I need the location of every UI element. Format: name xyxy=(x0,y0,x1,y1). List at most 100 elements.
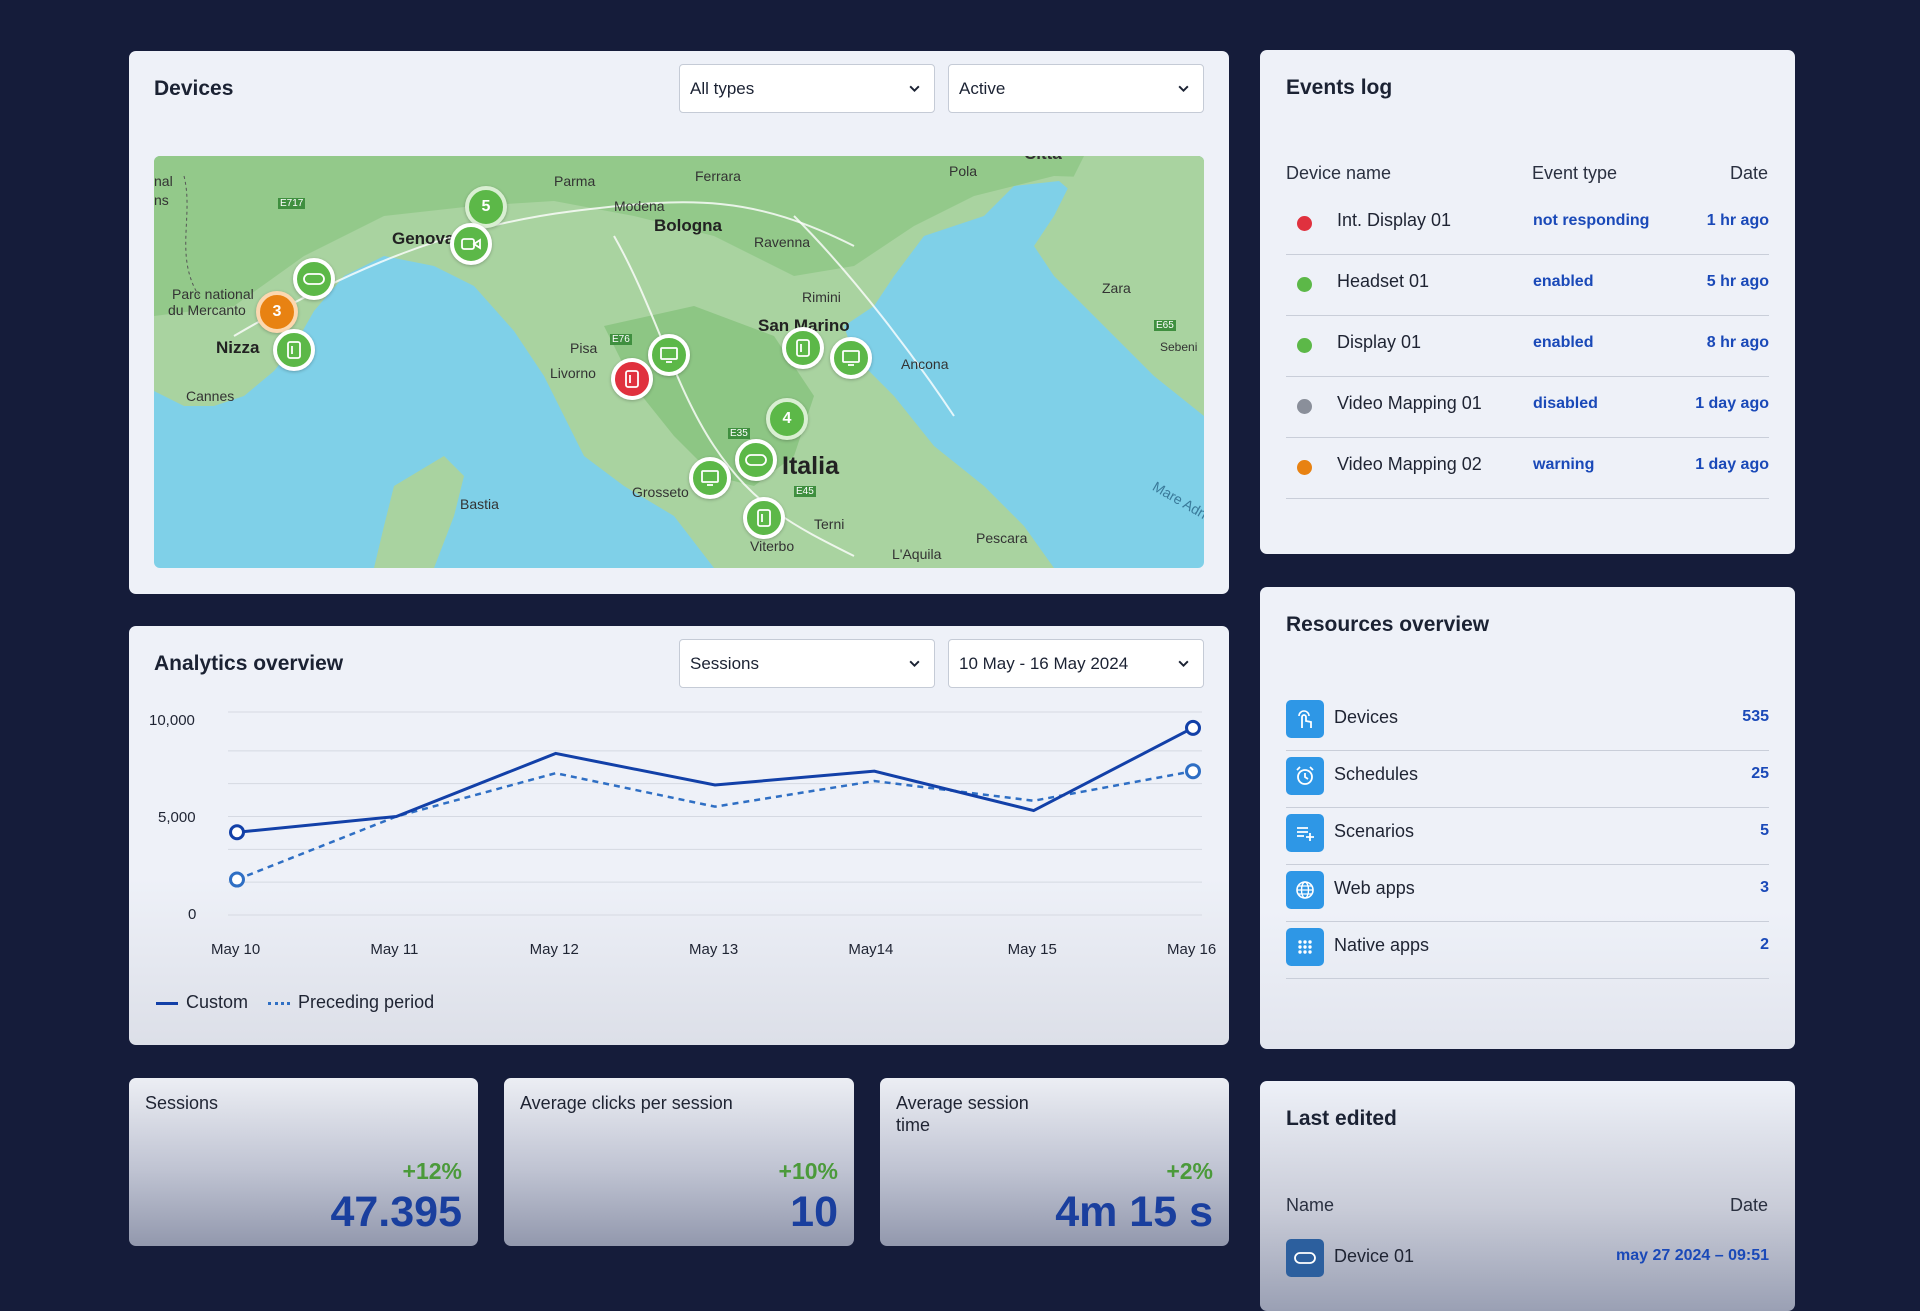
road-sign: E76 xyxy=(610,334,632,345)
cluster-count: 5 xyxy=(481,198,491,215)
resource-row-native-apps[interactable]: Native apps 2 xyxy=(1286,921,1769,979)
tablet-icon xyxy=(625,370,639,388)
camera-device-marker[interactable] xyxy=(450,223,492,265)
map-label: Pola xyxy=(949,163,978,179)
resource-row-scenarios[interactable]: Scenarios 5 xyxy=(1286,807,1769,865)
touch-icon xyxy=(1286,700,1324,738)
kpi-delta: +10% xyxy=(778,1158,838,1184)
road-sign: E717 xyxy=(278,198,306,209)
event-device-name: Display 01 xyxy=(1337,332,1422,352)
resources-card xyxy=(1260,587,1795,1049)
column-header-name: Name xyxy=(1286,1195,1335,1215)
map-label: nal xyxy=(154,173,173,189)
map-label: Ferrara xyxy=(695,168,741,184)
resource-count: 535 xyxy=(1742,708,1769,725)
last-edited-date: may 27 2024 – 09:51 xyxy=(1615,1247,1769,1264)
event-date: 8 hr ago xyxy=(1706,334,1769,351)
analytics-title: Analytics overview xyxy=(154,652,344,675)
device-cluster-marker[interactable]: 5 xyxy=(465,186,507,228)
map-label: Grosseto xyxy=(632,484,689,500)
x-tick-label: May 13 xyxy=(689,941,739,958)
event-row[interactable]: Int. Display 01 not responding 1 hr ago xyxy=(1286,193,1769,255)
map-label: Viterbo xyxy=(750,538,795,554)
event-date: 1 day ago xyxy=(1695,395,1769,412)
tablet-device-marker[interactable] xyxy=(743,497,785,539)
legend-line-solid xyxy=(156,1001,178,1005)
event-type: disabled xyxy=(1533,395,1598,412)
device-status-select[interactable]: Active xyxy=(948,64,1204,113)
status-dot xyxy=(1297,277,1312,292)
resource-label: Web apps xyxy=(1334,878,1415,898)
event-date: 1 hr ago xyxy=(1706,212,1769,229)
status-dot xyxy=(1297,216,1312,231)
event-row[interactable]: Display 01 enabled 8 hr ago xyxy=(1286,315,1769,377)
resource-row-schedules[interactable]: Schedules 25 xyxy=(1286,750,1769,808)
display-icon xyxy=(842,350,860,366)
cluster-count: 3 xyxy=(272,303,282,320)
resource-count: 5 xyxy=(1760,822,1769,839)
device-type-select[interactable]: All types xyxy=(679,64,935,113)
event-device-name: Int. Display 01 xyxy=(1337,210,1452,230)
legend-preceding-label: Preceding period xyxy=(298,992,435,1012)
display-icon xyxy=(701,470,719,486)
event-row[interactable]: Video Mapping 01 disabled 1 day ago xyxy=(1286,376,1769,438)
status-dot xyxy=(1297,338,1312,353)
tablet-icon xyxy=(757,509,771,527)
legend-custom-label: Custom xyxy=(186,992,249,1012)
last-edited-row[interactable]: Device 01 may 27 2024 – 09:51 xyxy=(1286,1232,1769,1289)
chevron-down-icon xyxy=(1178,85,1189,93)
event-row[interactable]: Headset 01 enabled 5 hr ago xyxy=(1286,254,1769,316)
resource-label: Native apps xyxy=(1334,935,1430,955)
metric-select[interactable]: Sessions xyxy=(679,639,935,688)
display-device-marker[interactable] xyxy=(648,334,690,376)
resource-row-devices[interactable]: Devices 535 xyxy=(1286,693,1769,751)
event-device-name: Video Mapping 02 xyxy=(1337,454,1482,474)
map-label: Pisa xyxy=(570,340,598,356)
map-label: Ravenna xyxy=(754,234,811,250)
event-type: enabled xyxy=(1533,273,1594,290)
events-log-card xyxy=(1260,50,1795,554)
resource-label: Schedules xyxy=(1334,764,1419,784)
headset-device-marker[interactable] xyxy=(293,258,335,300)
map-label: Città xyxy=(1024,156,1062,164)
x-tick-label: May 10 xyxy=(211,941,261,958)
headset-icon xyxy=(745,454,767,466)
road-sign: E35 xyxy=(728,428,750,439)
map-label: Modena xyxy=(614,198,665,214)
event-type: enabled xyxy=(1533,334,1594,351)
kpi-label: Average session time xyxy=(896,1093,1029,1135)
event-device-name: Headset 01 xyxy=(1337,271,1430,291)
device-status-select-value: Active xyxy=(959,78,1006,98)
map-label: Sebeni xyxy=(1160,340,1198,354)
resource-count: 3 xyxy=(1760,879,1769,896)
x-tick-label: May14 xyxy=(848,941,894,958)
map-label: du Mercanto xyxy=(168,302,246,318)
device-type-select-value: All types xyxy=(690,78,755,98)
legend-line-dashed xyxy=(268,1001,290,1005)
resource-count: 25 xyxy=(1751,765,1769,782)
resource-row-web-apps[interactable]: Web apps 3 xyxy=(1286,864,1769,922)
device-cluster-marker[interactable]: 3 xyxy=(256,291,298,333)
kpi-card-avg-session-time: Average session time +2% 4m 15 s xyxy=(880,1078,1229,1246)
date-range-select[interactable]: 10 May - 16 May 2024 xyxy=(948,639,1204,688)
tablet-icon xyxy=(796,339,810,357)
last-edited-name: Device 01 xyxy=(1334,1246,1415,1266)
globe-icon xyxy=(1286,871,1324,909)
headset-device-marker[interactable] xyxy=(735,439,777,481)
display-device-marker[interactable] xyxy=(689,457,731,499)
display-device-marker[interactable] xyxy=(830,337,872,379)
event-row[interactable]: Video Mapping 02 warning 1 day ago xyxy=(1286,437,1769,499)
map-label: Rimini xyxy=(802,289,841,305)
headset-icon xyxy=(303,273,325,285)
camera-icon xyxy=(461,238,481,250)
device-cluster-marker[interactable]: 4 xyxy=(766,398,808,440)
headset-icon xyxy=(1286,1239,1324,1277)
tablet-device-marker-alert[interactable] xyxy=(611,358,653,400)
x-tick-label: May 12 xyxy=(529,941,579,958)
devices-map[interactable]: Parma Ferrara Pola Modena Bologna Genova… xyxy=(154,156,1204,568)
tablet-device-marker[interactable] xyxy=(782,327,824,369)
legend-preceding: Preceding period xyxy=(268,992,434,1013)
map-label: L'Aquila xyxy=(892,546,942,562)
y-tick-label: 10,000 xyxy=(149,712,195,729)
tablet-device-marker[interactable] xyxy=(273,329,315,371)
